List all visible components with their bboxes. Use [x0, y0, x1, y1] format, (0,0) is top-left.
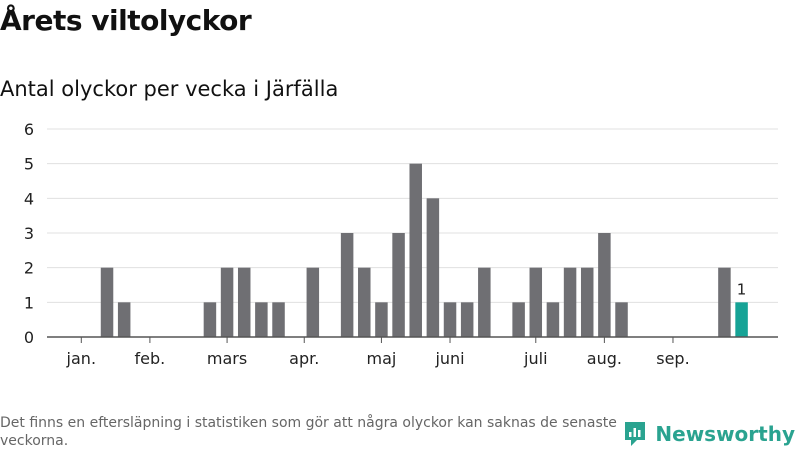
x-axis [47, 336, 778, 343]
bar [529, 267, 543, 337]
y-tick-label: 1 [24, 293, 34, 312]
bar-chart: 0 1 2 3 4 5 6 jan. feb. mars apr. maj juni juli aug. s… [24, 120, 778, 368]
x-axis-tick-labels: jan. feb. mars apr. maj juni juli aug. sep. [66, 349, 690, 368]
newsworthy-logo-icon [625, 422, 646, 446]
bar [358, 267, 371, 337]
bar [306, 267, 320, 337]
brand[interactable]: Newsworthy [623, 420, 795, 448]
bar [100, 267, 114, 337]
x-tick-label: juni [434, 349, 464, 368]
y-tick-label: 2 [24, 259, 34, 278]
chart-subtitle: Antal olyckor per vecka i Järfälla [0, 77, 339, 101]
bar [392, 233, 405, 337]
bar [237, 267, 251, 337]
x-tick-label: feb. [135, 349, 166, 368]
x-tick-label: apr. [289, 349, 319, 368]
x-tick-label: maj [367, 349, 397, 368]
bar [512, 302, 525, 337]
bar [580, 267, 594, 337]
bar [598, 233, 611, 337]
brand-name: Newsworthy [655, 422, 795, 446]
bar [478, 267, 491, 337]
x-tick-label: sep. [656, 349, 689, 368]
bar [220, 267, 234, 337]
bar [443, 302, 457, 337]
y-tick-label: 4 [24, 189, 34, 208]
data-label: 1 [737, 280, 747, 298]
y-tick-label: 5 [24, 155, 34, 174]
x-tick-label: mars [207, 349, 247, 368]
bar [117, 302, 131, 337]
y-tick-label: 0 [24, 328, 34, 347]
y-tick-label: 3 [24, 224, 34, 243]
data-labels: 1 [737, 280, 747, 298]
x-tick-label: aug. [587, 349, 622, 368]
y-tick-label: 6 [24, 120, 34, 139]
bar [203, 302, 217, 337]
bar [718, 267, 731, 337]
bars [100, 163, 748, 337]
bar [255, 302, 268, 337]
bar-highlight [735, 302, 748, 337]
x-tick-label: juli [523, 349, 547, 368]
bar [340, 233, 354, 337]
bar [375, 302, 388, 337]
bar [563, 267, 577, 337]
bar [426, 198, 440, 337]
footnote: Det finns en eftersläpning i statistiken… [0, 415, 617, 449]
bar [272, 302, 285, 337]
bar [546, 302, 560, 337]
y-axis-tick-labels: 0 1 2 3 4 5 6 [24, 120, 34, 347]
x-tick-label: jan. [66, 349, 96, 368]
bar [409, 163, 422, 337]
bar [460, 302, 474, 337]
chart-title: Årets viltolyckor [0, 4, 252, 37]
bar [615, 302, 628, 337]
